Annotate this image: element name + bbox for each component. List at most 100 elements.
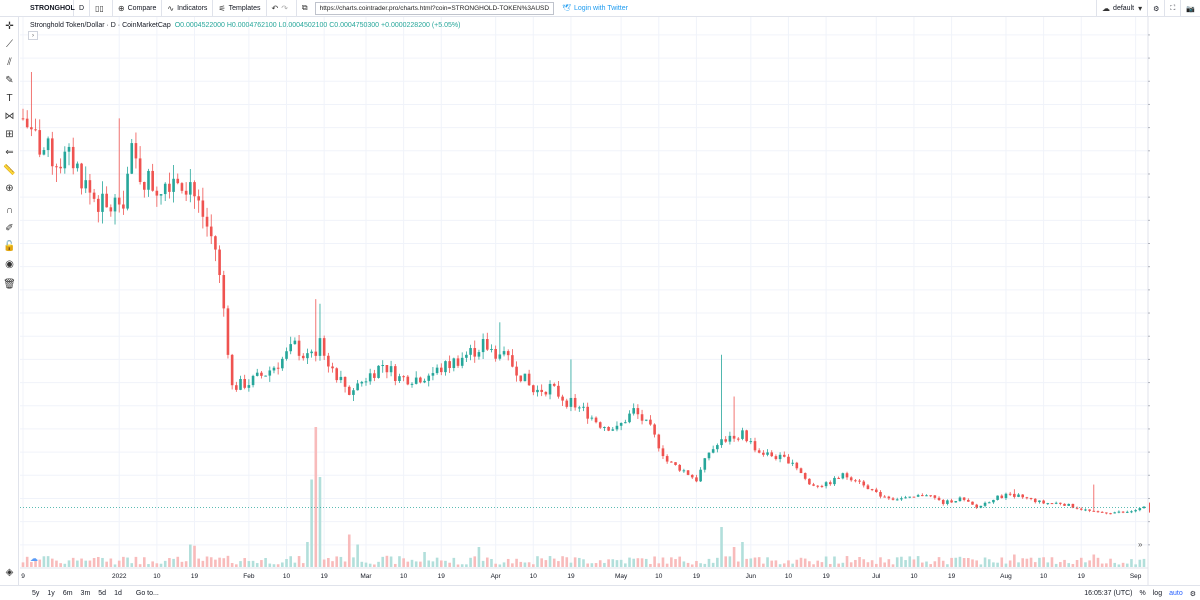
snapshot-button[interactable]: 📷	[1180, 0, 1200, 17]
candle-body	[812, 484, 815, 486]
candle-body	[808, 478, 811, 485]
volume-bar	[506, 558, 510, 567]
indicators-button[interactable]: ∿ Indicators	[162, 0, 214, 17]
copy-link-icon[interactable]: ⧉	[301, 3, 308, 12]
draw-mode-tool[interactable]: ✐	[2, 221, 17, 236]
candle-body	[381, 365, 385, 367]
volume-bar	[682, 561, 686, 567]
candle-body	[933, 495, 937, 498]
volume-bar	[373, 564, 376, 567]
volume-bar	[34, 560, 37, 567]
volume-bar	[816, 560, 820, 567]
volume-bar	[695, 560, 698, 567]
volume-bar	[774, 560, 778, 567]
candle-body	[1121, 511, 1125, 513]
candle-body	[343, 376, 347, 387]
indicators-label: Indicators	[177, 4, 208, 12]
candle-body	[1021, 494, 1024, 498]
url-field[interactable]: https://charts.cointrader.pro/charts.htm…	[314, 1, 555, 15]
volume-bar	[824, 556, 828, 567]
trendline-tool[interactable]: ⟋	[2, 37, 17, 52]
settings-button[interactable]: ⚙	[1147, 0, 1164, 17]
volume-bar	[502, 562, 506, 567]
log-toggle[interactable]: log	[1152, 590, 1163, 597]
volume-bar	[1063, 559, 1066, 567]
zoom-tool[interactable]: ⊕	[2, 181, 17, 196]
candle-body	[76, 163, 79, 169]
volume-bar	[59, 563, 62, 567]
layers-tool[interactable]: ◈	[2, 565, 17, 580]
candle-body	[255, 372, 259, 376]
candle-body	[1142, 506, 1146, 509]
measure-tool[interactable]: 📏	[2, 163, 17, 178]
fib-tool[interactable]: ⫽	[2, 55, 17, 70]
range-3m[interactable]: 3m	[80, 589, 91, 597]
layout-select[interactable]: ☁ default ▾	[1096, 0, 1147, 17]
volume-bar	[661, 557, 665, 567]
compare-button[interactable]: ⊕ Compare	[113, 0, 163, 17]
crosshair-tool[interactable]: ✛	[2, 19, 17, 34]
range-6m[interactable]: 6m	[62, 589, 73, 597]
pattern-tool[interactable]: ⋈	[2, 109, 17, 124]
volume-bar	[1033, 562, 1037, 567]
candle-body	[954, 501, 958, 503]
time-tick-label: 19	[693, 573, 701, 580]
range-1y[interactable]: 1y	[47, 589, 55, 597]
chart-style-button[interactable]: ▯▯	[90, 0, 113, 17]
candle-body	[281, 358, 284, 369]
candle-body	[1042, 500, 1045, 504]
volume-bar	[281, 562, 284, 567]
candle-body	[1000, 495, 1004, 499]
candle-body	[552, 383, 556, 386]
candle-body	[937, 497, 941, 501]
fullscreen-button[interactable]: ⛶	[1164, 0, 1180, 17]
range-5y[interactable]: 5y	[32, 589, 40, 597]
candle-body	[506, 351, 510, 356]
goto-button[interactable]: Go to...	[135, 589, 159, 597]
auto-toggle[interactable]: auto	[1169, 590, 1183, 597]
volume-bar	[385, 555, 389, 567]
range-5d[interactable]: 5d	[98, 589, 107, 597]
symbol-search[interactable]: STRONGHOL	[0, 0, 75, 17]
settings-gear-icon[interactable]: ⚙	[1189, 590, 1196, 598]
time-tick-label: 10	[655, 573, 663, 580]
remove-tool[interactable]: 🗑	[2, 277, 17, 292]
range-1d[interactable]: 1d	[114, 589, 122, 597]
undo-icon[interactable]: ↶	[271, 3, 279, 13]
candle-body	[389, 366, 393, 373]
volume-bar	[573, 557, 577, 567]
volume-bar	[477, 547, 481, 567]
candle-body	[632, 408, 635, 414]
text-tool[interactable]: T	[2, 91, 17, 106]
volume-bar	[92, 557, 96, 567]
twitter-login-link[interactable]: 🕊 Login with Twitter	[562, 4, 628, 13]
brush-tool[interactable]: ✎	[2, 73, 17, 88]
volume-bar	[38, 559, 42, 567]
interval-button[interactable]: D	[74, 0, 91, 17]
price-chart[interactable]: 0.01100000000.01050000000.01000000000.00…	[20, 17, 1150, 585]
lock-tool[interactable]: 🔓	[2, 239, 17, 254]
volume-bar	[636, 558, 640, 567]
candle-body	[347, 386, 351, 395]
candle-body	[665, 456, 669, 462]
volume-bar	[808, 561, 811, 567]
legend-collapse-button[interactable]: ›	[28, 31, 38, 40]
candle-body	[778, 454, 782, 460]
volume-bar	[1054, 563, 1058, 567]
volume-bar	[368, 563, 372, 567]
volume-bar	[820, 562, 824, 567]
volume-bar	[799, 557, 803, 567]
magnet-tool[interactable]: ∩	[2, 203, 17, 218]
hide-tool[interactable]: ◉	[2, 257, 17, 272]
volume-bar	[586, 563, 589, 567]
candle-body	[1038, 500, 1041, 503]
prediction-tool[interactable]: ⊞	[2, 127, 17, 142]
percent-toggle[interactable]: %	[1139, 590, 1146, 597]
crosshair-icon: ✛	[5, 21, 14, 32]
volume-bar	[1038, 557, 1041, 567]
volume-bar	[322, 559, 326, 567]
templates-button[interactable]: ⚟ Templates	[213, 0, 267, 17]
redo-icon[interactable]: ↷	[281, 3, 288, 13]
candle-body	[762, 452, 765, 455]
back-tool[interactable]: ⇐	[2, 145, 17, 160]
